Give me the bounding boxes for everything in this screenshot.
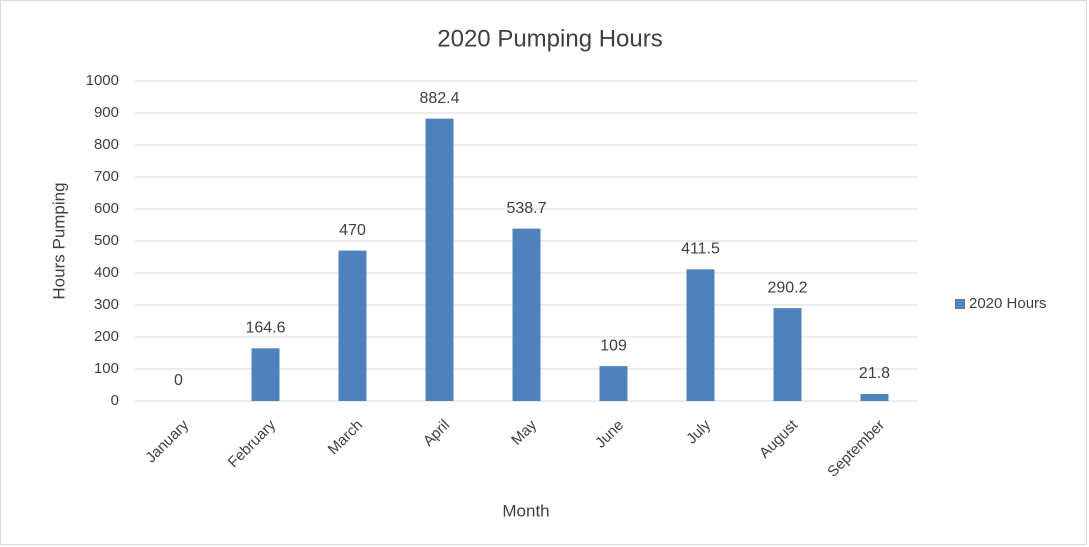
y-tick-label: 500 (94, 232, 119, 249)
bar (338, 250, 367, 401)
y-tick-label: 700 (94, 168, 119, 185)
data-label: 882.4 (419, 90, 459, 107)
y-tick-label: 400 (94, 264, 119, 281)
data-label: 109 (600, 337, 627, 354)
x-axis-label: Month (502, 501, 549, 520)
y-axis-label: Hours Pumping (49, 182, 68, 299)
y-tick-label: 300 (94, 296, 119, 313)
bar (686, 269, 715, 401)
data-label: 21.8 (859, 365, 890, 382)
legend-swatch (955, 299, 965, 309)
data-label: 0 (174, 372, 183, 389)
bar (599, 366, 628, 401)
y-tick-label: 900 (94, 104, 119, 121)
data-label: 290.2 (767, 279, 807, 296)
y-tick-label: 600 (94, 200, 119, 217)
bar (773, 308, 802, 401)
bar (512, 228, 541, 401)
y-tick-label: 1000 (86, 72, 119, 89)
bar (425, 118, 454, 401)
y-tick-label: 800 (94, 136, 119, 153)
y-tick-label: 100 (94, 360, 119, 377)
data-label: 164.6 (245, 320, 285, 337)
chart-title: 2020 Pumping Hours (437, 25, 662, 52)
bar (251, 348, 280, 401)
y-tick-label: 200 (94, 328, 119, 345)
y-tick-label: 0 (111, 392, 119, 409)
data-label: 470 (339, 222, 366, 239)
data-label: 538.7 (506, 200, 546, 217)
bar (860, 394, 889, 401)
legend-label: 2020 Hours (969, 295, 1047, 312)
data-label: 411.5 (681, 241, 720, 258)
